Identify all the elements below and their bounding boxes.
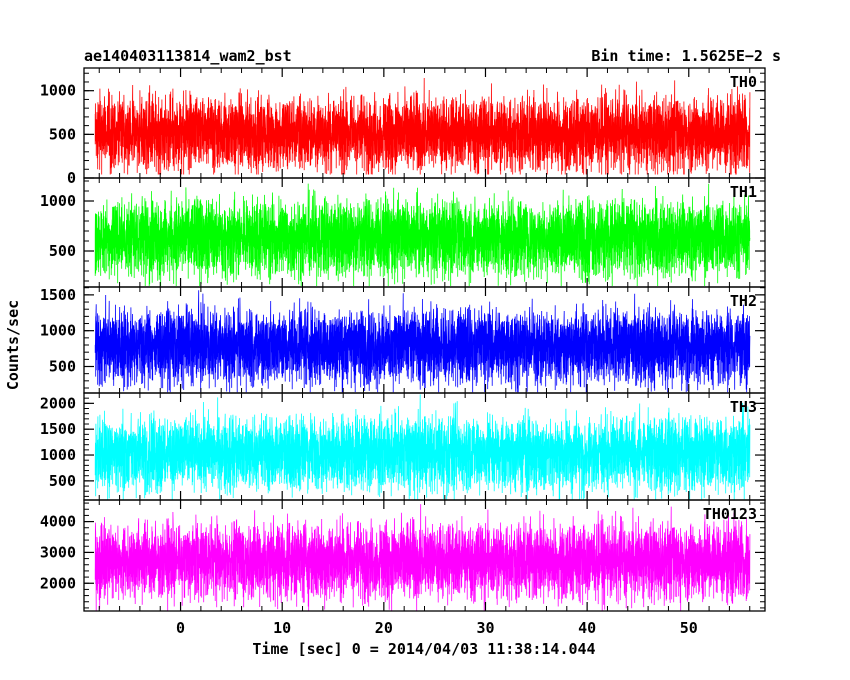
x-tick-label: 30 (476, 619, 494, 637)
x-axis-label: Time [sec] 0 = 2014/04/03 11:38:14.044 (252, 640, 595, 658)
y-tick-label: 0 (67, 169, 76, 187)
y-tick-label: 500 (49, 242, 76, 260)
panel-label-th1: TH1 (730, 183, 757, 201)
y-tick-label: 1000 (40, 82, 76, 100)
y-tick-label: 2000 (40, 574, 76, 592)
series-th0123 (94, 504, 751, 612)
y-tick-label: 1000 (40, 322, 76, 340)
y-tick-label: 500 (49, 472, 76, 490)
series-th3 (94, 394, 751, 500)
y-tick-label: 1500 (40, 420, 76, 438)
panel-th0: 0 500 1000 TH0 (40, 67, 766, 187)
series-th1 (94, 183, 751, 287)
panel-th0123: 2000 3000 4000 TH0123 (40, 499, 766, 612)
series-th0 (94, 77, 751, 175)
chart-title: ae140403113814_wam2_bst (84, 47, 292, 65)
panel-label-th3: TH3 (730, 398, 757, 416)
panel-label-th0: TH0 (730, 73, 757, 91)
panel-th3: 500 1000 1500 2000 TH3 (40, 392, 766, 501)
y-tick-label: 500 (49, 358, 76, 376)
panel-th1: 500 1000 TH1 (40, 177, 766, 288)
y-tick-label: 1500 (40, 286, 76, 304)
x-tick-label: 20 (375, 619, 393, 637)
panel-label-th0123: TH0123 (703, 505, 757, 523)
y-tick-label: 4000 (40, 513, 76, 531)
panel-th2: 500 1000 1500 TH2 (40, 286, 766, 394)
y-tick-label: 500 (49, 125, 76, 143)
series-th2 (94, 290, 751, 393)
panel-label-th2: TH2 (730, 292, 757, 310)
y-tick-label: 2000 (40, 394, 76, 412)
y-axis-label: Counts/sec (4, 300, 22, 390)
y-tick-label: 1000 (40, 446, 76, 464)
y-tick-label: 1000 (40, 192, 76, 210)
x-tick-label: 40 (578, 619, 596, 637)
x-tick-label: 0 (176, 619, 185, 637)
bin-time-label: Bin time: 1.5625E−2 s (591, 47, 781, 65)
x-tick-label: 50 (680, 619, 698, 637)
y-tick-label: 3000 (40, 543, 76, 561)
x-tick-label: 10 (273, 619, 291, 637)
